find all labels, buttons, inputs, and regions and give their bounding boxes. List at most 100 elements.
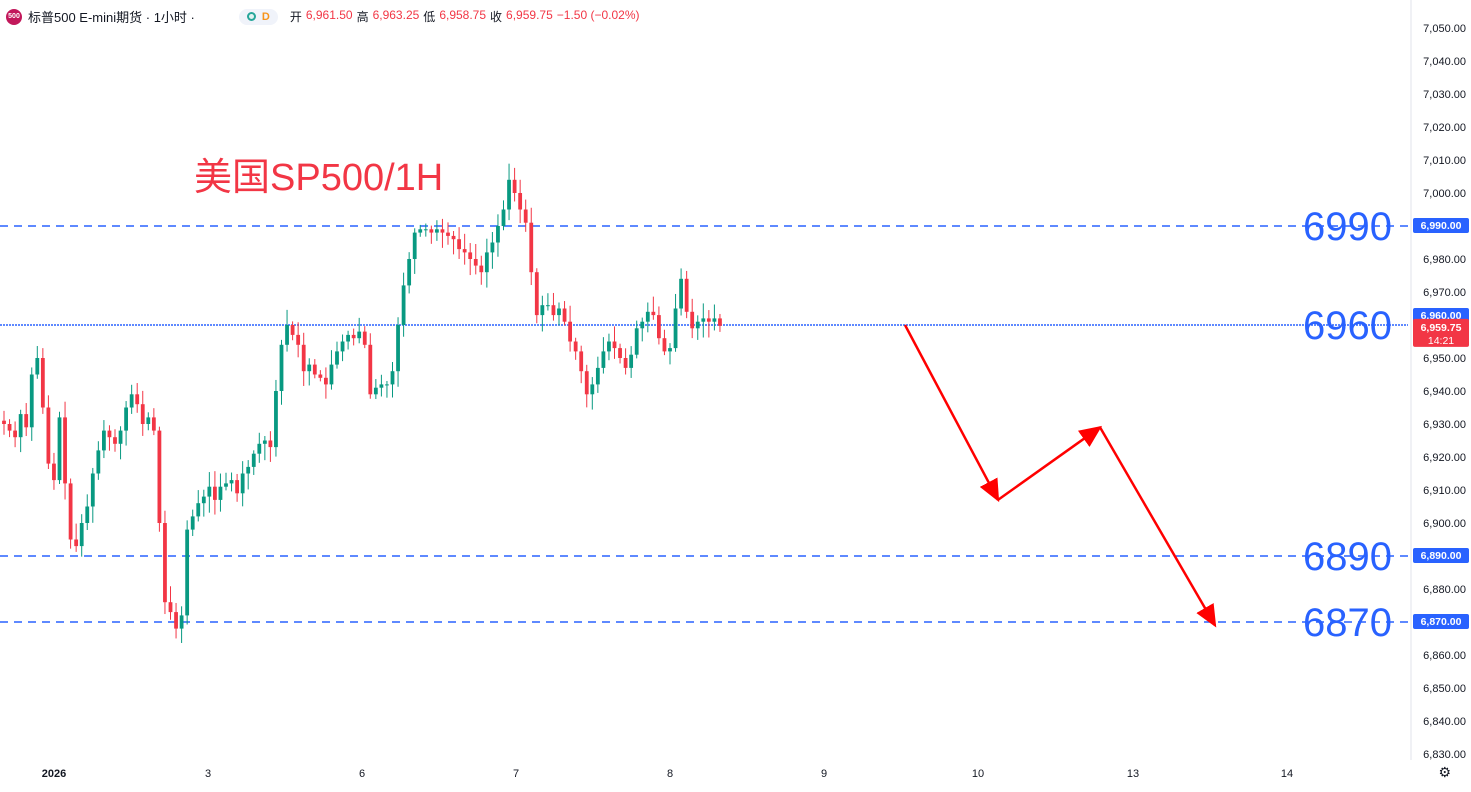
candle bbox=[529, 207, 534, 286]
candle-body bbox=[146, 417, 151, 424]
candle-body bbox=[318, 374, 323, 378]
candle bbox=[168, 586, 173, 620]
candle-body bbox=[390, 371, 395, 385]
x-tick-label: 8 bbox=[667, 768, 673, 780]
candle-body bbox=[368, 344, 373, 395]
candle-body bbox=[629, 354, 634, 368]
candle bbox=[146, 412, 151, 431]
candle bbox=[490, 232, 495, 269]
level-label: 6960 bbox=[1303, 304, 1392, 348]
high-label: 高 bbox=[356, 10, 369, 24]
y-tick-label: 6,980.00 bbox=[1423, 254, 1466, 266]
candle bbox=[679, 268, 683, 316]
level-label: 6890 bbox=[1303, 535, 1392, 579]
candle bbox=[312, 359, 317, 379]
candle bbox=[201, 489, 206, 517]
x-tick-label: 14 bbox=[1281, 768, 1293, 780]
candle-body bbox=[279, 344, 284, 391]
candle bbox=[457, 227, 461, 259]
candle bbox=[290, 321, 295, 341]
candle-body bbox=[651, 311, 656, 316]
candle bbox=[551, 292, 556, 321]
y-tick-label: 7,040.00 bbox=[1423, 56, 1466, 68]
candle bbox=[479, 255, 484, 285]
candle-body bbox=[357, 331, 362, 339]
candle-body bbox=[645, 311, 650, 322]
candle-body bbox=[207, 486, 212, 497]
symbol-title[interactable]: 标普500 E-mini期货 · 1小时 · bbox=[28, 10, 195, 25]
candle bbox=[595, 356, 600, 393]
settings-gear-icon[interactable]: ⚙ bbox=[1438, 764, 1451, 780]
candle bbox=[401, 272, 406, 337]
candle bbox=[407, 252, 412, 294]
candle-body bbox=[46, 407, 51, 464]
candle bbox=[562, 301, 567, 326]
candle bbox=[634, 320, 639, 359]
candle bbox=[68, 478, 73, 549]
current-price-label: 6,959.75 bbox=[1421, 322, 1462, 334]
candle-body bbox=[618, 348, 622, 358]
candle-body bbox=[490, 242, 495, 253]
candle bbox=[196, 490, 201, 522]
level-tag-label: 6,870.00 bbox=[1421, 616, 1462, 628]
candle-body bbox=[296, 334, 301, 345]
candle-body bbox=[96, 450, 101, 474]
candle bbox=[523, 199, 528, 232]
candle bbox=[79, 514, 84, 557]
candle bbox=[240, 461, 245, 507]
candle-body bbox=[623, 358, 628, 368]
candle-body bbox=[662, 338, 667, 352]
candle bbox=[135, 383, 140, 413]
candle bbox=[46, 395, 51, 469]
candle-body bbox=[412, 232, 417, 259]
status-pill[interactable]: D bbox=[238, 8, 278, 25]
candle bbox=[113, 429, 117, 452]
candle-body bbox=[507, 179, 511, 210]
candle bbox=[695, 315, 700, 340]
candle-body bbox=[74, 539, 79, 547]
candle-body bbox=[668, 348, 672, 352]
candle-body bbox=[329, 364, 334, 385]
y-tick-label: 6,840.00 bbox=[1423, 716, 1466, 728]
candle-body bbox=[501, 209, 506, 226]
candle-body bbox=[90, 473, 95, 507]
candle bbox=[418, 224, 423, 237]
candle-body bbox=[340, 341, 345, 352]
level-tag-label: 6,990.00 bbox=[1421, 220, 1462, 232]
candle bbox=[357, 317, 362, 344]
candle-body bbox=[185, 529, 190, 616]
candle bbox=[107, 425, 112, 451]
candle-body bbox=[68, 483, 73, 540]
y-tick-label: 6,950.00 bbox=[1423, 353, 1466, 365]
candle bbox=[468, 243, 473, 276]
high-value: 6,963.25 bbox=[372, 8, 420, 22]
candle-body bbox=[240, 473, 245, 494]
candle-body bbox=[673, 308, 678, 349]
chart-title: 美国SP500/1H bbox=[194, 157, 443, 199]
x-tick-label: 7 bbox=[513, 768, 519, 780]
candle bbox=[102, 420, 106, 459]
candle-body bbox=[196, 503, 201, 517]
candle bbox=[151, 408, 156, 436]
candle-body bbox=[568, 321, 572, 342]
candle-body bbox=[423, 229, 428, 231]
candle-body bbox=[135, 394, 140, 405]
candle bbox=[446, 222, 450, 245]
candle bbox=[629, 346, 634, 378]
candle bbox=[429, 225, 434, 244]
level-tag-bg bbox=[1413, 218, 1469, 233]
candle-body bbox=[396, 325, 400, 372]
candle bbox=[24, 403, 29, 437]
candle-body bbox=[701, 318, 706, 322]
candle-body bbox=[562, 308, 567, 322]
low-label: 低 bbox=[423, 10, 436, 24]
candle bbox=[668, 343, 672, 365]
candle-body bbox=[301, 344, 306, 372]
level-tag-label: 6,890.00 bbox=[1421, 550, 1462, 562]
candle bbox=[118, 426, 123, 460]
x-tick-label: 6 bbox=[359, 768, 365, 780]
candle-body bbox=[690, 311, 695, 329]
candle bbox=[52, 452, 56, 490]
